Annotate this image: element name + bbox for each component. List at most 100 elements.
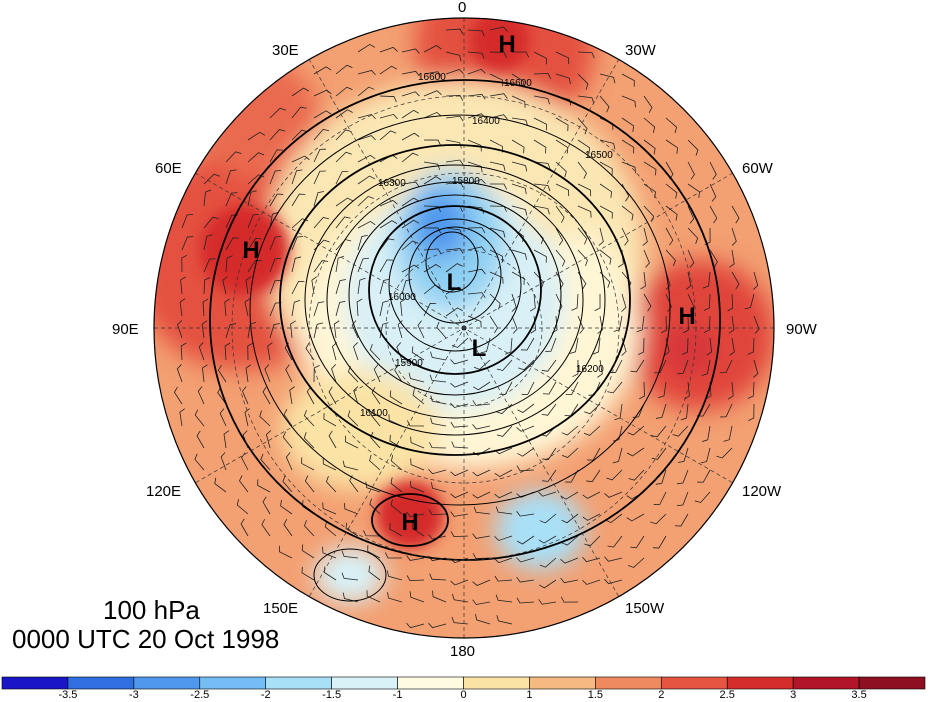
wind-barb (401, 279, 412, 295)
wind-barb (423, 176, 442, 185)
wind-barb (472, 447, 491, 456)
colorbar-swatch (858, 676, 926, 690)
wind-barb (401, 132, 420, 141)
wind-barb (467, 227, 486, 234)
wind-barb (630, 359, 645, 373)
wind-barb (655, 469, 667, 485)
wind-barb (401, 240, 419, 251)
wind-barb (179, 408, 185, 427)
wind-barb (627, 425, 645, 436)
wind-barb (379, 238, 395, 251)
longitude-label-30w: 30W (625, 42, 656, 59)
wind-barb (173, 386, 183, 405)
wind-barb (269, 236, 282, 251)
wind-barb (357, 175, 375, 185)
wind-barb (430, 417, 447, 427)
wind-barb (239, 475, 249, 493)
wind-barb (369, 454, 381, 471)
wind-barb (599, 161, 613, 175)
wind-barb (423, 227, 442, 234)
wind-barb (367, 545, 381, 559)
wind-barb (313, 170, 326, 185)
wind-barb (335, 300, 346, 317)
wind-barb (577, 315, 584, 334)
wind-barb (541, 403, 557, 416)
wind-barb (747, 337, 755, 355)
wind-barb (222, 276, 228, 295)
wind-barb (517, 403, 535, 413)
high-pressure-marker: H (242, 237, 259, 264)
wind-barb (223, 430, 230, 449)
wind-barb (561, 425, 579, 436)
wind-barb (560, 557, 579, 564)
wind-barb (612, 447, 623, 464)
wind-barb (697, 469, 711, 483)
wind-barb (236, 499, 249, 515)
wind-barb (430, 395, 447, 405)
colorbar-swatch (1, 676, 69, 690)
wind-barb (356, 298, 363, 317)
colorbar-tick-label: 3.5 (851, 689, 867, 701)
wind-barb (445, 69, 464, 75)
wind-barb (379, 65, 398, 75)
wind-barb (520, 337, 535, 351)
wind-barb (335, 109, 353, 119)
wind-barb (406, 511, 425, 518)
wind-barb (333, 320, 340, 339)
wind-barb (472, 533, 491, 539)
wind-barb (335, 255, 344, 273)
wind-barb (744, 293, 755, 310)
wind-barb (363, 530, 381, 537)
wind-barb (577, 117, 588, 135)
wind-barb (285, 364, 293, 383)
wind-barb (219, 408, 227, 427)
colorbar-swatch (463, 676, 530, 690)
wind-barb (572, 359, 579, 378)
wind-barb (301, 457, 315, 471)
wind-barb (709, 205, 718, 224)
wind-barb (511, 117, 529, 126)
wind-barb (335, 64, 353, 75)
wind-barb (586, 469, 601, 483)
longitude-label-60e: 60E (155, 160, 182, 177)
wind-barb (621, 227, 629, 246)
wind-barb (410, 458, 425, 471)
wind-barb (516, 597, 535, 604)
wind-barb (280, 499, 293, 515)
wind-barb (411, 522, 425, 537)
wind-barb (341, 572, 359, 581)
wind-barb (489, 183, 508, 190)
wind-barb (467, 161, 483, 173)
wind-barb (203, 173, 220, 185)
longitude-label-60w: 60W (742, 160, 773, 177)
wind-barb (328, 430, 337, 449)
wind-barb (429, 573, 447, 581)
colorbar-swatch (397, 676, 464, 690)
wind-barb (727, 293, 734, 312)
wind-barb (621, 117, 635, 132)
wind-barb (582, 513, 601, 521)
wind-barb (516, 511, 535, 517)
wind-barb (423, 161, 441, 171)
wind-barb (303, 409, 315, 427)
wind-barb (687, 293, 695, 312)
wind-barb (347, 410, 359, 427)
colorbar-swatch (133, 676, 201, 690)
wind-barb (335, 86, 353, 97)
wind-barb (599, 271, 611, 288)
wind-barb (401, 91, 420, 97)
wind-barb (643, 161, 657, 176)
wind-barb (203, 277, 211, 295)
wind-barb (389, 390, 403, 405)
wind-barb (397, 320, 403, 339)
wind-barb (357, 277, 366, 295)
wind-barb (636, 315, 645, 333)
wind-barb (582, 579, 601, 585)
wind-barb (181, 254, 188, 273)
wind-barb (654, 359, 667, 374)
wind-barb (577, 183, 592, 197)
colorbar-swatch (265, 676, 332, 690)
wind-barb (748, 403, 755, 421)
wind-barb (322, 502, 337, 515)
wind-barb (322, 458, 337, 471)
